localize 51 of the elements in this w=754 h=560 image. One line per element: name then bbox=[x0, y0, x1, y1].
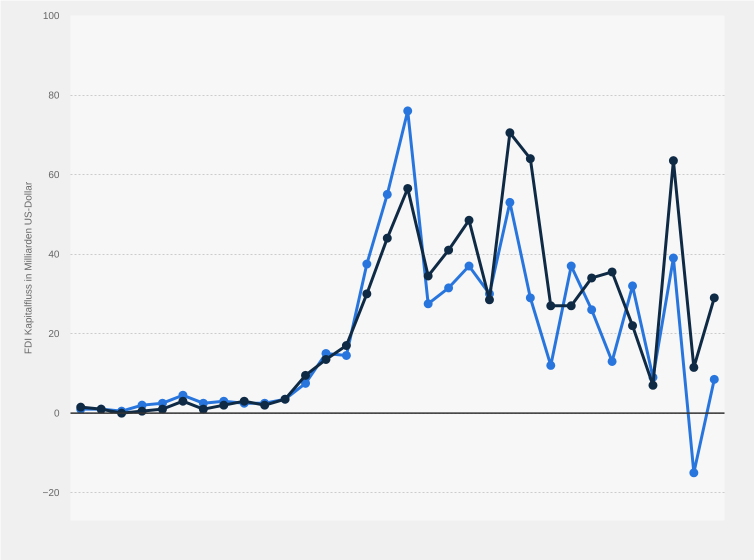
y-axis-title: FDI Kapitalfluss in Milliarden US-Dollar bbox=[24, 181, 35, 354]
point bbox=[342, 341, 351, 350]
point bbox=[321, 354, 330, 364]
point bbox=[505, 198, 514, 207]
point bbox=[587, 273, 596, 282]
point bbox=[546, 301, 556, 310]
point bbox=[668, 254, 678, 263]
point bbox=[444, 283, 454, 292]
point bbox=[403, 106, 412, 116]
point bbox=[608, 356, 617, 366]
point bbox=[587, 305, 596, 314]
point bbox=[464, 262, 474, 271]
point bbox=[526, 293, 535, 302]
point bbox=[689, 468, 698, 478]
point bbox=[382, 190, 392, 199]
point bbox=[219, 400, 228, 410]
point bbox=[648, 380, 658, 390]
point bbox=[301, 370, 310, 380]
point bbox=[710, 293, 719, 302]
point bbox=[566, 301, 576, 310]
point bbox=[608, 267, 617, 276]
point bbox=[505, 128, 514, 138]
point bbox=[484, 295, 494, 304]
point bbox=[362, 260, 372, 269]
y-tick-label: 20 bbox=[48, 329, 60, 340]
point bbox=[342, 350, 351, 360]
point bbox=[382, 234, 392, 243]
y-tick-label: 40 bbox=[48, 250, 60, 261]
point bbox=[444, 246, 454, 255]
point bbox=[689, 362, 698, 372]
point bbox=[710, 374, 719, 384]
point bbox=[198, 404, 208, 414]
point bbox=[546, 360, 556, 370]
point bbox=[526, 154, 535, 164]
y-tick-label: 80 bbox=[48, 90, 60, 102]
point bbox=[464, 216, 474, 225]
point bbox=[424, 271, 433, 280]
y-tick-label: 0 bbox=[54, 408, 60, 420]
point bbox=[178, 396, 188, 406]
point bbox=[158, 404, 167, 414]
y-tick-label: −20 bbox=[42, 488, 60, 500]
point bbox=[403, 184, 412, 193]
point bbox=[424, 299, 433, 308]
point bbox=[628, 281, 638, 290]
y-tick-label: 60 bbox=[48, 170, 60, 182]
point bbox=[301, 378, 310, 388]
y-tick-label: 100 bbox=[42, 11, 60, 22]
point bbox=[668, 156, 678, 166]
point bbox=[362, 289, 372, 298]
point bbox=[628, 321, 638, 330]
point bbox=[566, 262, 576, 271]
